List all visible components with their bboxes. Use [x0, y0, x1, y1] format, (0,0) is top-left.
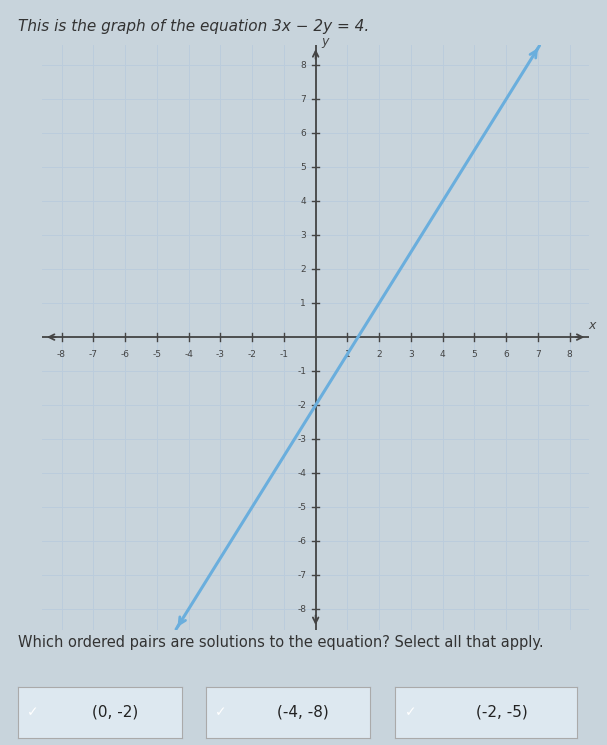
Text: This is the graph of the equation 3x − 2y = 4.: This is the graph of the equation 3x − 2…: [18, 19, 370, 34]
Text: -2: -2: [297, 401, 306, 410]
Text: -1: -1: [279, 350, 288, 359]
Text: 5: 5: [472, 350, 477, 359]
Text: (-2, -5): (-2, -5): [476, 705, 528, 720]
Text: 1: 1: [345, 350, 350, 359]
Text: (-4, -8): (-4, -8): [277, 705, 329, 720]
Text: (0, -2): (0, -2): [92, 705, 138, 720]
Text: -1: -1: [297, 367, 306, 375]
Text: -8: -8: [57, 350, 66, 359]
Text: 6: 6: [503, 350, 509, 359]
Text: 4: 4: [440, 350, 446, 359]
Text: 2: 2: [300, 264, 306, 273]
Text: y: y: [322, 35, 329, 48]
Text: -5: -5: [297, 503, 306, 512]
Text: ✓: ✓: [27, 706, 39, 719]
Text: 1: 1: [300, 299, 306, 308]
Text: 8: 8: [567, 350, 572, 359]
Text: 7: 7: [300, 95, 306, 104]
Text: 4: 4: [300, 197, 306, 206]
Text: ✓: ✓: [215, 706, 227, 719]
Text: 8: 8: [300, 60, 306, 69]
Text: -6: -6: [297, 536, 306, 545]
Text: -5: -5: [152, 350, 161, 359]
Text: Which ordered pairs are solutions to the equation? Select all that apply.: Which ordered pairs are solutions to the…: [18, 635, 544, 650]
Text: 6: 6: [300, 129, 306, 138]
Text: -3: -3: [216, 350, 225, 359]
Text: -7: -7: [297, 571, 306, 580]
Text: x: x: [588, 319, 595, 332]
Text: -3: -3: [297, 434, 306, 443]
Text: -6: -6: [121, 350, 129, 359]
Text: -8: -8: [297, 605, 306, 614]
Text: 5: 5: [300, 162, 306, 171]
Text: ✓: ✓: [405, 706, 417, 719]
Text: 3: 3: [408, 350, 414, 359]
Text: 2: 2: [376, 350, 382, 359]
Text: -7: -7: [89, 350, 98, 359]
Text: -4: -4: [184, 350, 193, 359]
Text: 3: 3: [300, 231, 306, 240]
Text: -2: -2: [248, 350, 257, 359]
Text: 7: 7: [535, 350, 541, 359]
Text: -4: -4: [297, 469, 306, 478]
